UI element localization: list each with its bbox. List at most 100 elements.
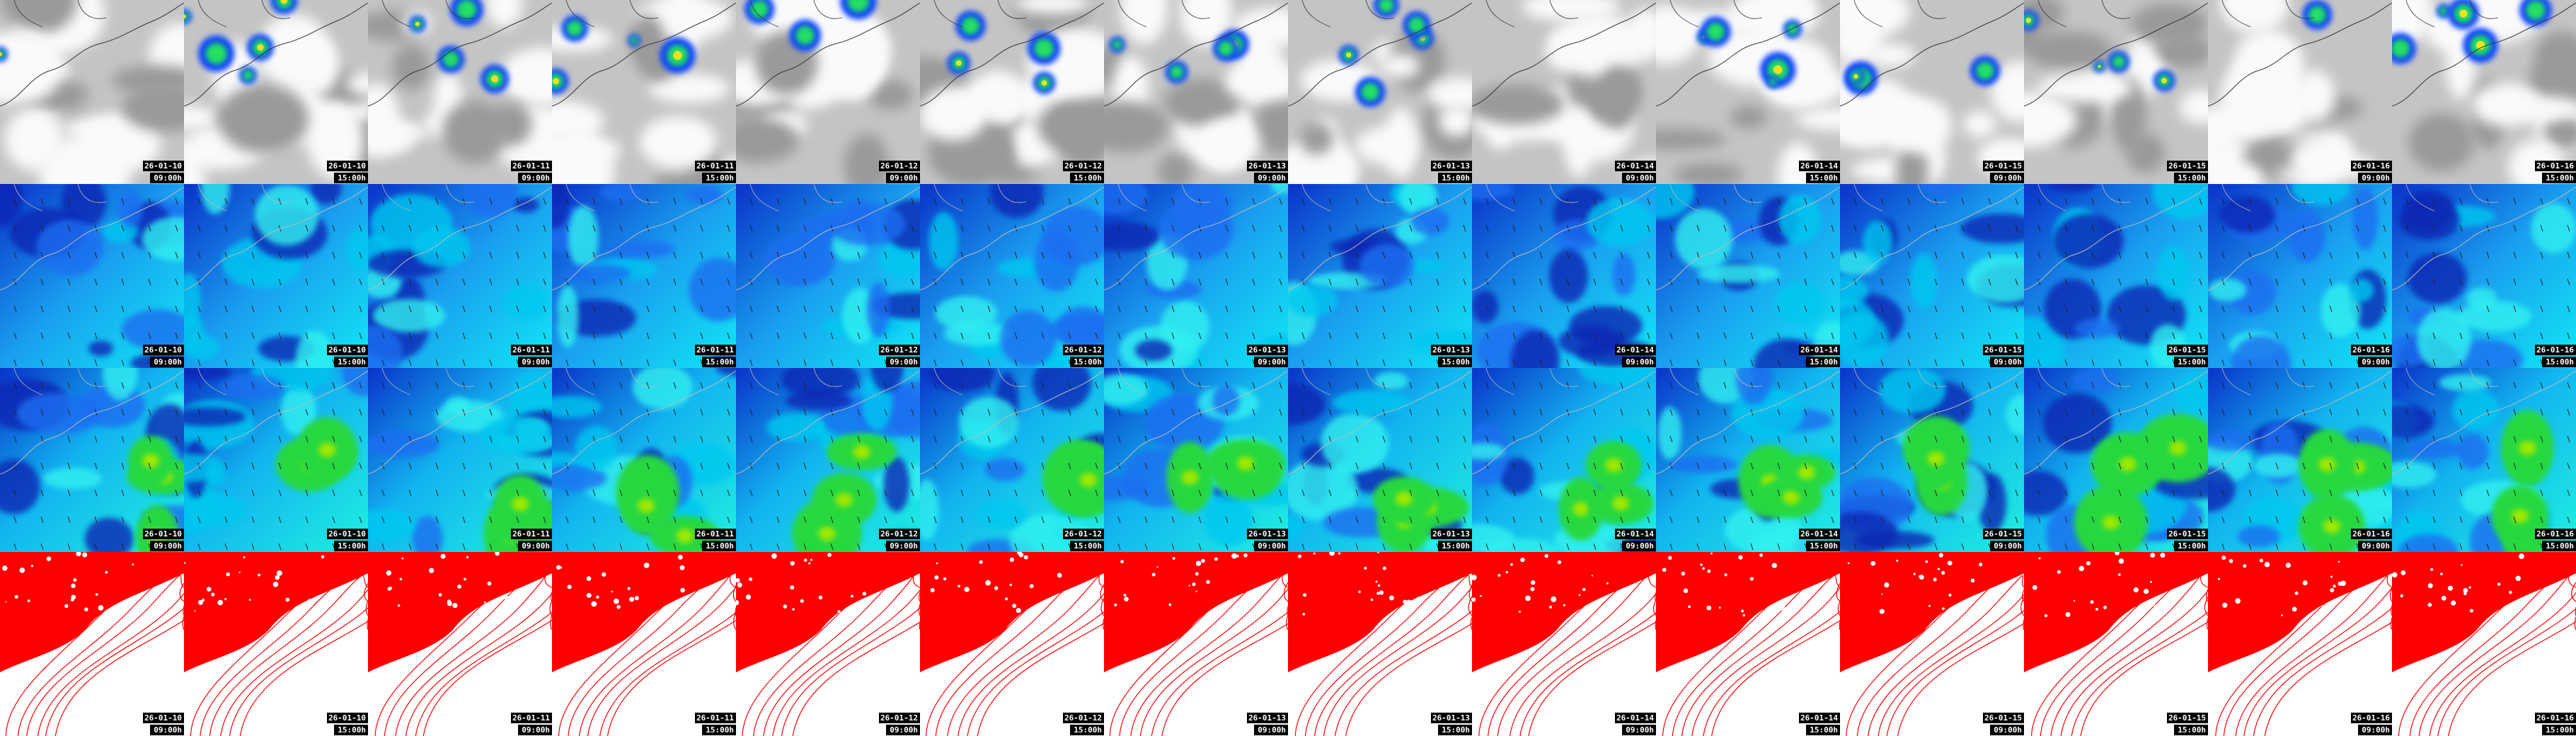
label-box [1247,529,1288,539]
wind-barb [911,251,914,259]
wind-barb [175,408,178,416]
date-label: 26-01-15 [1984,161,2022,171]
wind-barb [2302,224,2306,232]
contour-hole [1549,605,1553,609]
cloud [631,14,665,63]
wind-barb [2015,278,2018,286]
wind-barb [619,381,623,389]
contour-hole [1702,567,1705,570]
wind-barb [2248,543,2252,551]
wind-barb [2540,435,2543,443]
wind-barb [1041,278,1045,286]
precip [442,51,459,68]
field-blob [606,240,675,258]
wind-barb [960,197,964,205]
contour-hole [1879,609,1885,614]
wind-barb [1095,332,1098,340]
time-label: 09:00h [522,725,550,735]
wind-barb [2302,489,2306,497]
wind-barb [2383,381,2386,389]
wind-barb [727,516,730,524]
wind-barb [1988,305,1991,313]
wind-barb [727,197,730,205]
wind-barb [673,251,677,259]
wind-barb [857,408,861,416]
wind-barb [2221,516,2225,524]
wind-barb [565,435,569,443]
date-label: 26-01-14 [1800,529,1838,539]
contour-hole [1016,608,1021,614]
coastline [2208,2,2392,107]
contour-hole [238,571,241,573]
wind-barb [1669,305,1673,313]
wind-barb [1853,381,1857,389]
time-label: 09:00h [522,357,550,367]
wind-barb [1095,462,1098,470]
wind-barb [1144,359,1148,367]
wind-barb [2275,543,2279,551]
wind-barb [435,408,439,416]
wind-barb [619,359,623,367]
cloud [1438,105,1472,137]
wind-barb [121,462,125,470]
contour-hole [1023,555,1028,560]
wind-barb [2459,332,2463,340]
contour-hole [2133,587,2139,593]
contour-hole [1688,605,1691,609]
label-box [2535,529,2576,539]
wind-barb [803,489,807,497]
contour-hole [399,577,403,581]
field-blob [958,396,1020,449]
wind-barb [67,197,71,205]
wind-barb [305,408,309,416]
label-box [879,345,920,355]
wind-barb [2145,278,2149,286]
precip [1408,16,1425,34]
label-box [1806,357,1840,367]
wind-barb [1068,516,1071,524]
time-label: 15:00h [706,357,734,367]
wind-barb [1301,251,1305,259]
wind-barb [1853,462,1857,470]
contour-line [1294,558,1472,736]
wind-barb [543,435,546,443]
wind-barb [1252,278,1255,286]
wind-barb [1988,408,1991,416]
wind-barb [1934,381,1938,389]
field-blob [0,184,23,226]
contour-hole [2469,609,2473,613]
contour-hole [1188,585,1190,587]
wind-barb [1171,197,1175,205]
field-blob [1656,184,1695,219]
wind-barb [1647,435,1650,443]
time-label: 09:00h [890,173,918,183]
field-blob [2254,453,2303,478]
wind-barb [2091,516,2095,524]
precip [275,0,292,9]
wind-barb [148,197,151,205]
field-blob [1510,330,1560,368]
time-label: 15:00h [338,725,366,735]
contour-hole [790,560,795,566]
wind-barb [1907,197,1911,205]
wind-barb [592,224,596,232]
coastline [2024,2,2208,107]
field-blob [2075,318,2120,338]
wind-barb [67,251,71,259]
label-box [886,173,920,183]
wind-barb [1328,435,1332,443]
wind-barb [1095,251,1098,259]
contour-line [1846,558,2024,736]
wind-barb [175,278,178,286]
wind-barb [381,489,385,497]
wind-barb [1485,381,1489,389]
wind-barb [1853,408,1857,416]
wind-barb [700,305,703,313]
wind-barb [435,224,439,232]
wind-barb [251,359,255,367]
wind-barb [1014,408,1018,416]
coastline [2024,186,2208,291]
field-blob [1840,312,1890,368]
wind-barb [305,516,309,524]
